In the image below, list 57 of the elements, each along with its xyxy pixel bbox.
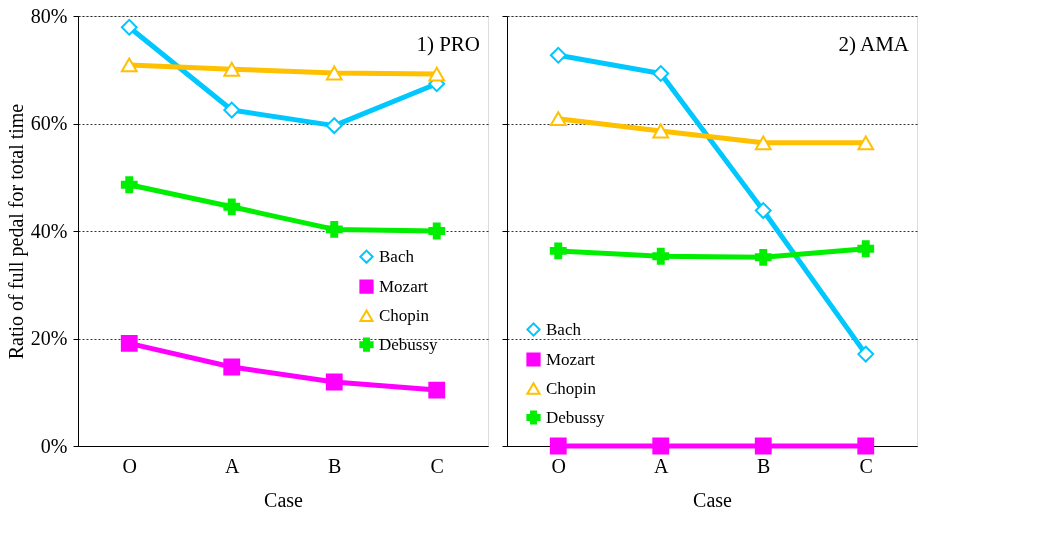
x-tick-label: A xyxy=(654,454,670,477)
point xyxy=(223,101,241,119)
legend-label: Debussy xyxy=(379,334,439,354)
y-tick-label: 0% xyxy=(40,434,68,457)
annotation: 1) PRO xyxy=(416,32,480,56)
point xyxy=(325,117,343,135)
point xyxy=(754,437,772,455)
point xyxy=(857,135,875,151)
y-tick-label: 80% xyxy=(30,4,68,27)
x-axis-title: Case xyxy=(264,488,304,511)
legend-label: Chopin xyxy=(546,378,597,398)
point xyxy=(652,247,670,265)
point xyxy=(223,358,241,376)
x-tick-label: A xyxy=(225,454,241,477)
point xyxy=(428,381,446,399)
legend-label: Mozart xyxy=(379,276,429,296)
x-tick-label: O xyxy=(551,454,566,477)
point xyxy=(549,242,567,260)
point xyxy=(120,334,138,352)
point xyxy=(428,222,446,240)
x-axis-title: Case xyxy=(693,488,733,511)
point xyxy=(223,61,241,77)
point xyxy=(120,18,138,36)
point xyxy=(652,65,670,82)
point xyxy=(857,437,875,455)
legend-label: Bach xyxy=(546,319,582,339)
point xyxy=(549,437,567,455)
point xyxy=(120,176,138,194)
x-tick-label: C xyxy=(430,454,444,477)
legend-label: Bach xyxy=(379,246,415,266)
point xyxy=(325,373,343,391)
point xyxy=(754,135,772,151)
legend-label: Mozart xyxy=(546,349,596,369)
point xyxy=(652,123,670,139)
x-tick-label: C xyxy=(859,454,873,477)
legend-label: Debussy xyxy=(546,407,606,427)
annotation: 2) AMA xyxy=(838,32,910,56)
point xyxy=(428,66,446,82)
x-tick-label: B xyxy=(757,454,771,477)
y-tick-label: 40% xyxy=(30,219,68,242)
point xyxy=(325,65,343,81)
x-tick-label: B xyxy=(328,454,342,477)
point xyxy=(857,345,875,363)
legend-label: Chopin xyxy=(379,305,430,325)
point xyxy=(325,220,343,238)
y-tick-label: 60% xyxy=(30,112,68,134)
point xyxy=(549,111,567,127)
point xyxy=(857,240,875,258)
x-tick-label: O xyxy=(122,454,137,477)
point xyxy=(754,248,772,266)
point xyxy=(120,57,138,73)
y-tick-label: 20% xyxy=(30,327,68,349)
point xyxy=(223,198,241,216)
y-axis-title: Ratio of full pedal for total time xyxy=(4,103,28,360)
point xyxy=(754,202,772,219)
point xyxy=(549,46,567,64)
point xyxy=(652,437,670,455)
